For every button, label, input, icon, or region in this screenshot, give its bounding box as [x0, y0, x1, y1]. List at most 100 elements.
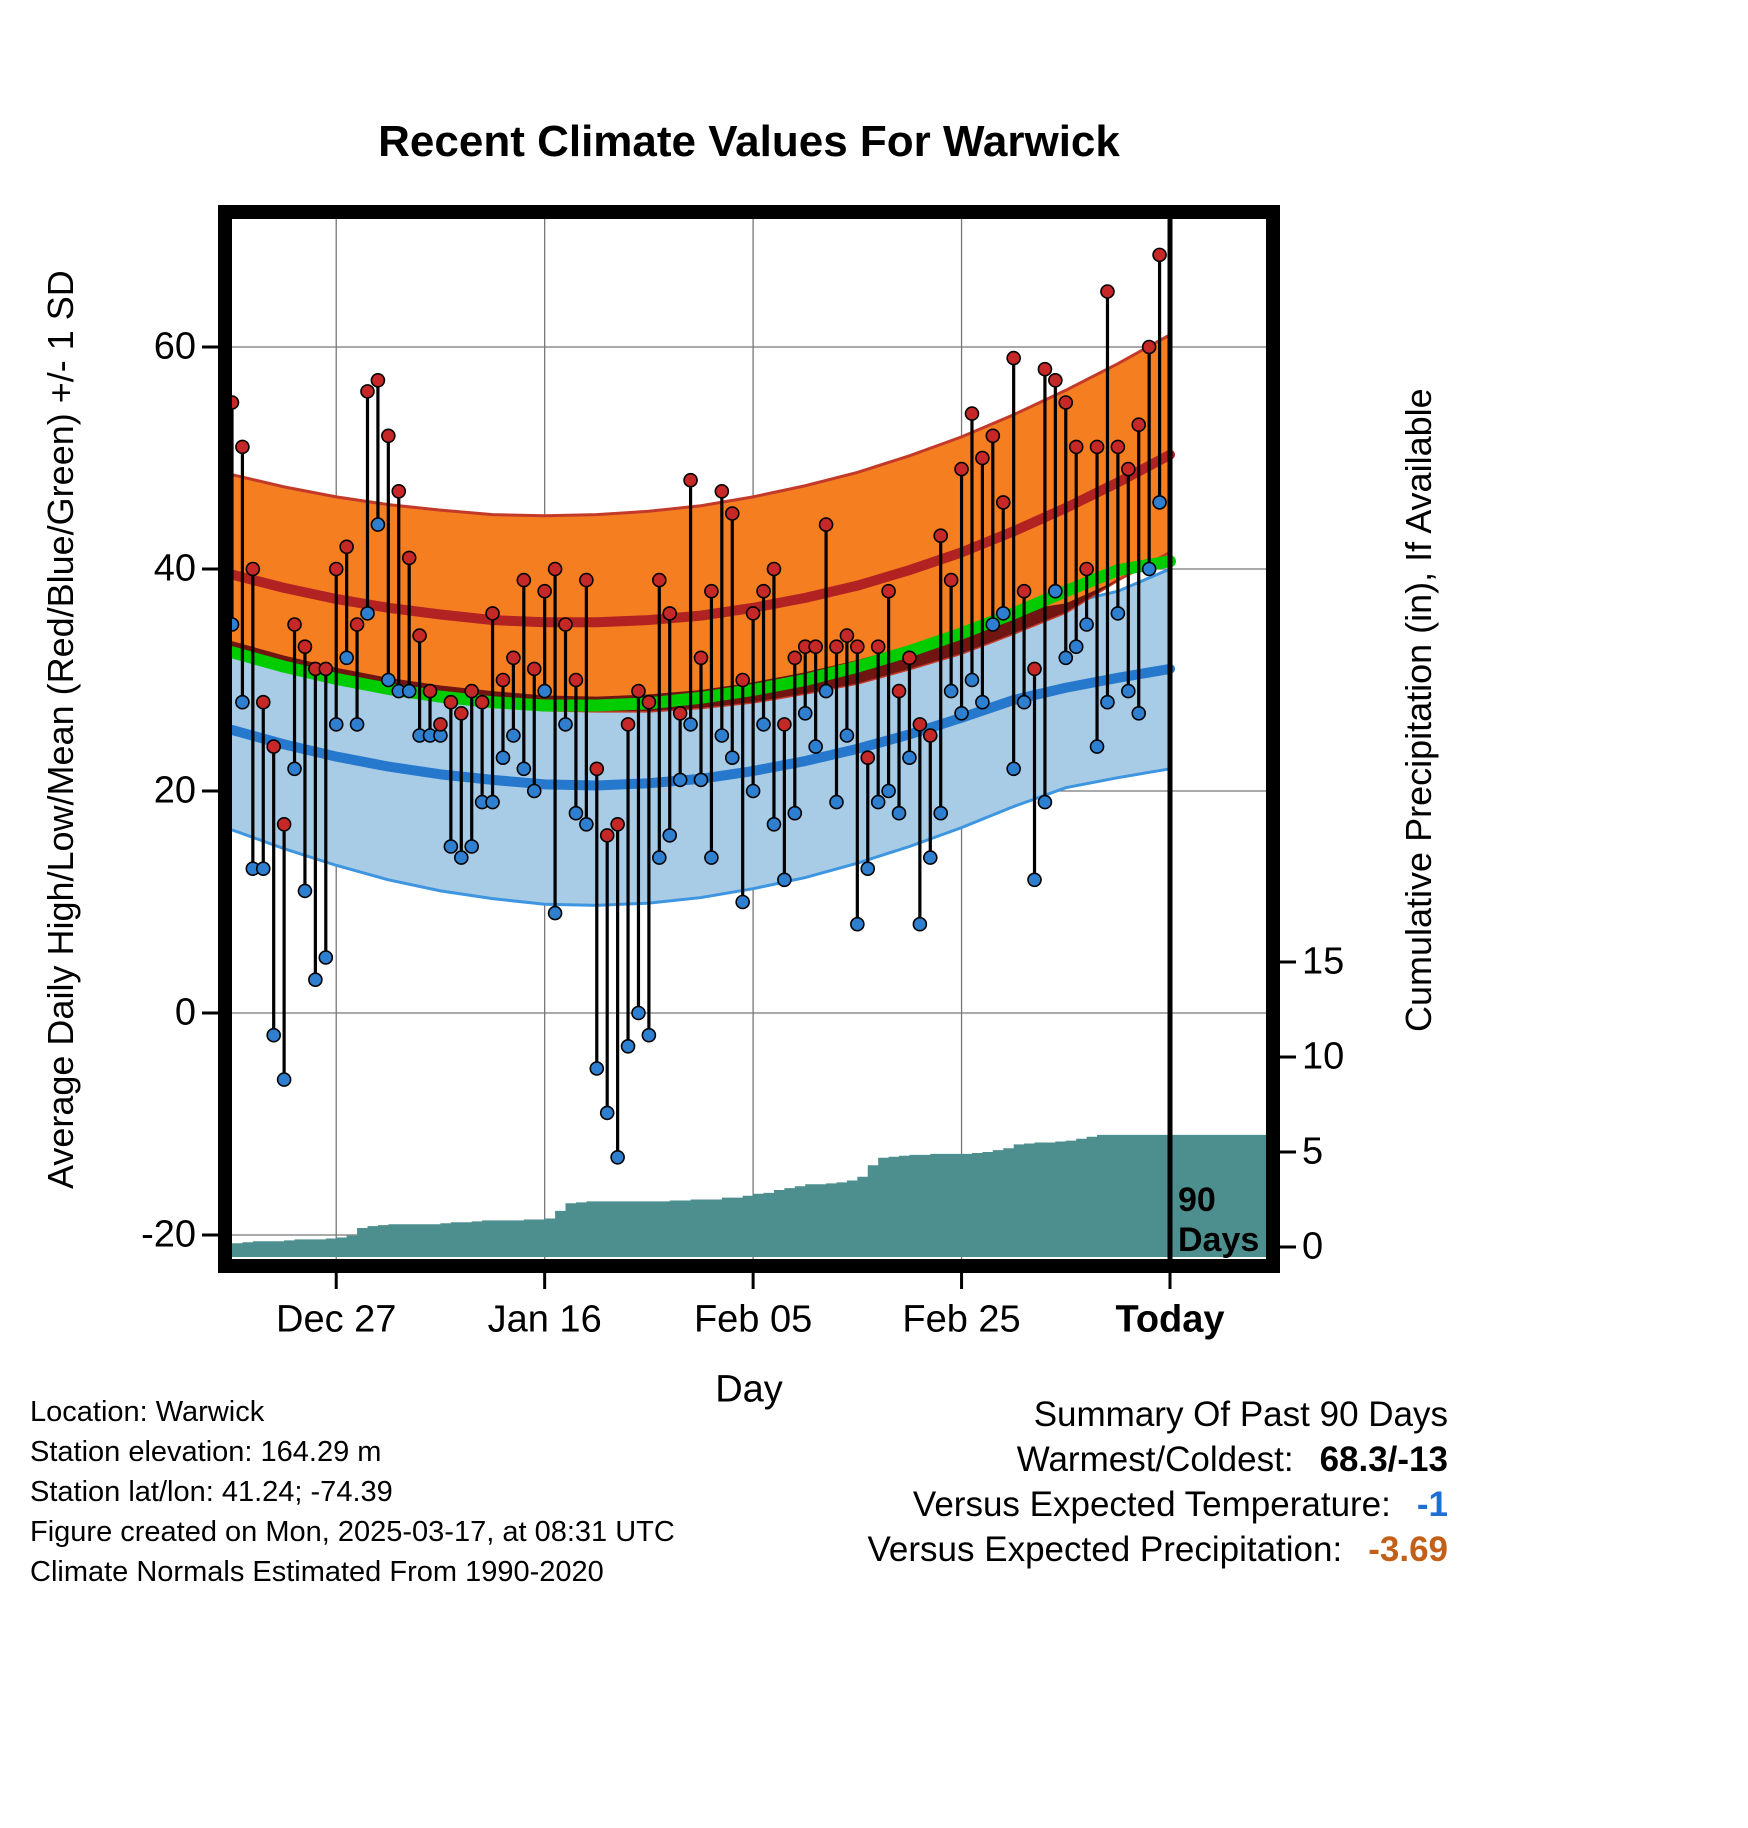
daily-low-dot [652, 850, 667, 865]
daily-low-dot [1131, 705, 1147, 721]
summary-row-value: -3.69 [1368, 1530, 1448, 1569]
summary-rows: Warmest/Coldest: 68.3/-13 Versus Expected … [868, 1437, 1449, 1572]
daily-low-dot [891, 805, 907, 821]
daily-high-dot [558, 617, 573, 632]
summary-row: Versus Expected Precipitation: -3.69 [868, 1527, 1449, 1572]
left-axis-label: Average Daily High/Low/Mean (Red/Blue/Gr… [40, 270, 81, 1190]
daily-high-dot [495, 672, 511, 688]
daily-high-dot [464, 683, 480, 699]
daily-high-dot [245, 561, 261, 577]
daily-low-dot [672, 772, 688, 788]
daily-low-dot [297, 883, 313, 899]
daily-high-dot [912, 717, 928, 732]
daily-low-dot [704, 850, 719, 865]
temp-tick-label: 60 [153, 325, 196, 368]
daily-high-dot [1121, 461, 1136, 477]
daily-high-dot [412, 628, 427, 643]
daily-low-dot [985, 617, 1001, 632]
daily-high-dot [401, 550, 417, 566]
daily-low-dot [693, 772, 709, 788]
footer-line: Station elevation: 164.29 m [30, 1436, 382, 1468]
x-tick-label: Jan 16 [487, 1298, 602, 1341]
daily-low-dot [485, 794, 500, 810]
daily-low-dot [255, 861, 271, 877]
daily-low-dot [902, 750, 917, 766]
daily-high-dot [599, 828, 615, 843]
plot-frame [218, 205, 1280, 1273]
precip-tick-label: 0 [1302, 1225, 1324, 1268]
daily-high-dot [641, 694, 657, 710]
daily-low-dot [1058, 650, 1074, 666]
daily-high-dot [287, 617, 302, 632]
daily-low-dot [860, 861, 876, 877]
daily-low-dot [453, 850, 469, 865]
daily-high-dot [1048, 373, 1063, 388]
daily-high-dot [620, 717, 636, 732]
daily-low-dot [537, 683, 552, 699]
daily-high-dot [631, 683, 646, 699]
daily-low-dot [922, 850, 938, 865]
daily-high-dot [568, 672, 584, 688]
daily-low-dot [620, 1038, 636, 1054]
daily-low-dot [526, 783, 542, 799]
daily-low-dot [787, 805, 803, 821]
daily-high-dot [985, 428, 1001, 444]
daily-low-dot [266, 1027, 281, 1043]
daily-low-dot [797, 705, 813, 721]
daily-low-dot [954, 705, 969, 721]
daily-low-dot [1079, 617, 1094, 632]
daily-high-dot [818, 517, 834, 532]
daily-low-dot [360, 606, 375, 621]
daily-low-dot [1100, 694, 1115, 710]
daily-high-dot [339, 539, 354, 555]
daily-high-dot [933, 528, 949, 544]
daily-high-dot [422, 683, 438, 699]
daily-high-dot [943, 572, 959, 588]
daily-high-dot [235, 439, 250, 455]
daily-high-dot [579, 572, 594, 588]
daily-high-dot [704, 583, 719, 599]
daily-low-dot [818, 683, 834, 699]
cumulative-precip-area [232, 1134, 1266, 1257]
precip-tick-label: 15 [1302, 940, 1345, 983]
daily-high-dot [662, 606, 678, 621]
daily-low-dot [1141, 561, 1157, 577]
daily-high-dot [433, 717, 448, 732]
daily-low-dot [850, 916, 865, 932]
daily-low-dot [328, 717, 344, 732]
daily-low-dot [714, 728, 730, 743]
daily-high-dot [766, 561, 782, 577]
daily-low-dot [1016, 694, 1032, 710]
daily-high-dot [756, 583, 771, 599]
precip-tick-label: 10 [1302, 1035, 1345, 1078]
temp-tick-label: 40 [153, 547, 196, 590]
chart-title: Recent Climate Values For Warwick [378, 117, 1120, 166]
daily-low-dot [766, 816, 782, 832]
daily-high-dot [1110, 439, 1126, 455]
x-tick-label: Today [1115, 1298, 1225, 1341]
daily-high-dot [297, 639, 313, 655]
daily-low-dot [1037, 794, 1053, 810]
daily-high-dot [1068, 439, 1084, 455]
daily-low-dot [1068, 639, 1084, 655]
daily-low-dot [724, 750, 740, 766]
daily-low-dot [495, 750, 511, 766]
daily-high-dot [995, 495, 1011, 510]
summary-row: Warmest/Coldest: 68.3/-13 [868, 1437, 1448, 1482]
daily-low-dot [1048, 583, 1063, 599]
daily-low-dot [756, 717, 771, 732]
daily-high-dot [1079, 561, 1094, 577]
daily-low-dot [1089, 739, 1105, 754]
summary-row: Versus Expected Temperature: -1 [868, 1482, 1448, 1527]
daily-high-dot [1131, 417, 1147, 432]
daily-high-dot [610, 816, 625, 832]
x-tick-label: Feb 05 [693, 1298, 813, 1341]
daily-low-dot [735, 894, 750, 910]
daily-high-dot [829, 639, 844, 655]
daily-high-dot [652, 572, 667, 588]
summary-row-value: 68.3/-13 [1319, 1440, 1448, 1479]
daily-low-dot [745, 783, 761, 799]
daily-low-dot [579, 816, 594, 832]
daily-low-dot [443, 839, 459, 854]
